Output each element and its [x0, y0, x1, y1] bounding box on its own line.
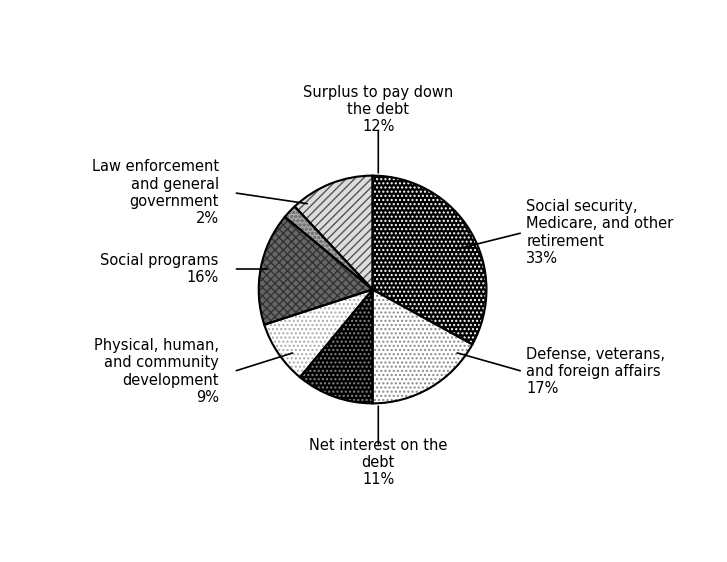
Text: Defense, veterans,
and foreign affairs
17%: Defense, veterans, and foreign affairs 1…: [526, 347, 665, 396]
Wedge shape: [372, 289, 473, 404]
Text: Physical, human,
and community
development
9%: Physical, human, and community developme…: [94, 338, 219, 405]
Wedge shape: [294, 175, 373, 289]
Wedge shape: [372, 175, 486, 345]
Text: Law enforcement
and general
government
2%: Law enforcement and general government 2…: [92, 159, 219, 226]
Wedge shape: [265, 289, 372, 377]
Wedge shape: [300, 289, 372, 404]
Wedge shape: [259, 217, 372, 325]
Text: Social security,
Medicare, and other
retirement
33%: Social security, Medicare, and other ret…: [526, 199, 674, 266]
Wedge shape: [285, 206, 372, 289]
Text: Social programs
16%: Social programs 16%: [100, 253, 219, 285]
Text: Net interest on the
debt
11%: Net interest on the debt 11%: [309, 438, 448, 487]
Text: Surplus to pay down
the debt
12%: Surplus to pay down the debt 12%: [303, 85, 454, 134]
